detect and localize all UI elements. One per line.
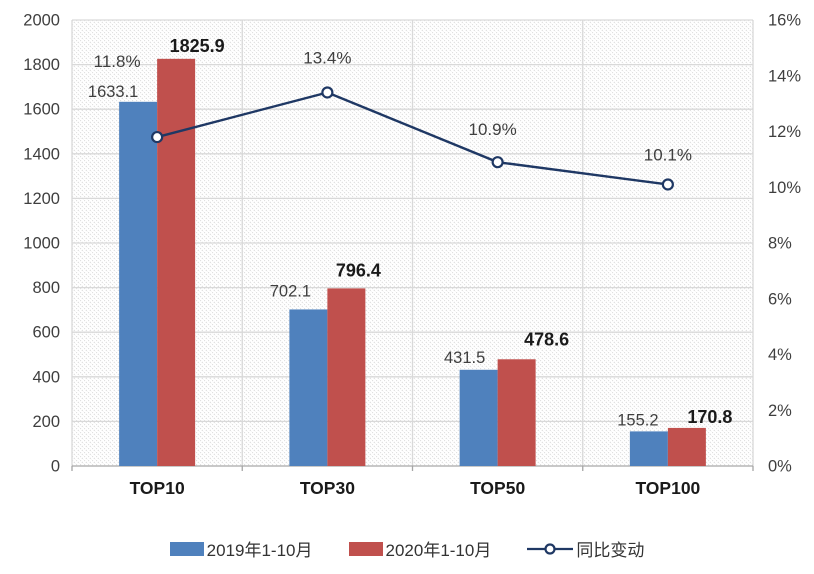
y-axis-left-tick-label: 2000 (23, 12, 60, 30)
y-axis-right-tick-label: 10% (768, 179, 801, 197)
yoy-label: 13.4% (303, 48, 351, 67)
yoy-label: 10.9% (469, 120, 517, 139)
bar-label-2020: 796.4 (336, 260, 381, 280)
yoy-marker (321, 86, 334, 99)
bar-2020 (327, 288, 366, 466)
legend-label-yoy: 同比变动 (576, 541, 645, 560)
y-axis-right-tick-label: 14% (768, 67, 801, 85)
bar-2019 (459, 369, 498, 466)
legend-line-marker-icon (527, 542, 574, 555)
yoy-marker (661, 178, 674, 191)
x-axis-category-label: TOP50 (470, 478, 525, 498)
legend-label-2020: 2020年1-10月 (385, 541, 492, 560)
bar-label-2019: 1633.1 (88, 83, 138, 101)
bar-label-2020: 1825.9 (170, 36, 225, 56)
bar-2020 (497, 359, 536, 466)
x-axis-category-label: TOP100 (635, 478, 700, 498)
y-axis-left-tick-label: 1200 (23, 190, 60, 208)
bar-label-2019: 155.2 (617, 411, 658, 429)
y-axis-right-tick-label: 4% (768, 346, 792, 364)
y-axis-left-tick-label: 1400 (23, 145, 60, 163)
legend: 2019年1-10月 2020年1-10月 同比变动 (0, 536, 814, 561)
bar-label-2020: 478.6 (524, 329, 569, 349)
bar-2020 (667, 427, 706, 466)
bar-label-2019: 431.5 (444, 349, 485, 367)
y-axis-left-tick-label: 400 (32, 368, 60, 386)
y-axis-left-tick-label: 1800 (23, 56, 60, 74)
yoy-label: 11.8% (94, 52, 141, 71)
legend-swatch-2020-icon (348, 541, 383, 556)
y-axis-left-tick-label: 800 (32, 279, 60, 297)
combo-chart: 0 200 400 600 800 1000 1200 1400 1600 1800 2000 0% 2… (23, 12, 801, 499)
bar-2020 (157, 58, 196, 466)
y-axis-right-tick-label: 0% (768, 458, 792, 476)
x-axis-category-label: TOP30 (300, 478, 355, 498)
yoy-marker (151, 130, 164, 144)
bar-2019 (629, 431, 668, 466)
yoy-label: 10.1% (644, 145, 692, 164)
legend-item-yoy: 同比变动 (527, 536, 644, 561)
y-axis-left-tick-label: 1600 (23, 101, 60, 119)
y-axis-left-tick-label: 1000 (23, 235, 60, 253)
y-axis-left-tick-label: 200 (32, 413, 60, 431)
bar-2019 (289, 309, 328, 466)
legend-item-2019: 2019年1-10月 (169, 536, 313, 561)
yoy-marker (491, 156, 504, 169)
y-axis-right-tick-label: 12% (768, 123, 801, 141)
yoy-line (156, 91, 669, 186)
legend-swatch-2019-icon (169, 541, 204, 556)
bar-2019 (119, 101, 158, 467)
y-axis-left-tick-label: 600 (32, 324, 60, 342)
legend-item-2020: 2020年1-10月 (348, 536, 492, 561)
bar-label-2020: 170.8 (687, 407, 732, 427)
y-axis-left-tick-label: 0 (51, 458, 60, 476)
legend-label-2019: 2019年1-10月 (206, 541, 313, 560)
y-axis-right-tick-label: 2% (768, 402, 792, 420)
x-axis-category-label: TOP10 (130, 478, 185, 498)
y-axis-right-tick-label: 8% (768, 235, 792, 253)
y-axis-right-tick-label: 16% (768, 12, 801, 30)
bar-label-2019: 702.1 (270, 282, 311, 300)
y-axis-right-tick-label: 6% (768, 290, 792, 308)
